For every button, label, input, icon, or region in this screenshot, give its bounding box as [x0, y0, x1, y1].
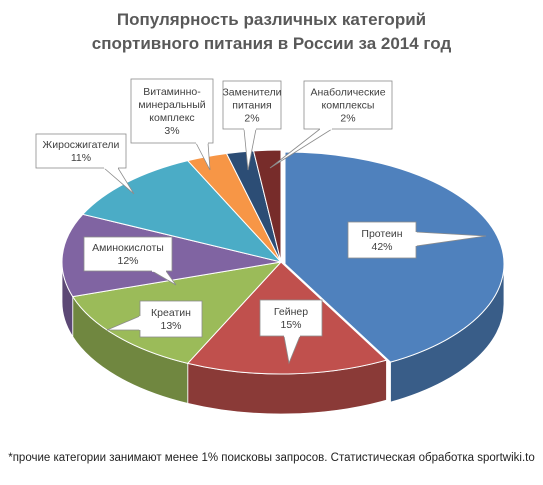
slice-value-label: 15% [280, 319, 301, 331]
slice-value-label: 13% [160, 320, 181, 332]
chart-title-line-2: спортивного питания в России за 2014 год [91, 34, 452, 53]
slice-label: Протеин [361, 228, 402, 240]
slice-label: Креатин [151, 307, 191, 319]
footnote: *прочие категории занимают менее 1% поис… [8, 452, 535, 464]
slice-label: Анаболические [310, 87, 385, 99]
callout-box [222, 80, 282, 130]
slice-value-label: 42% [371, 241, 392, 253]
slice-label: Аминокислоты [92, 242, 164, 254]
slice-label: минеральный [138, 99, 205, 111]
slice-value-label: 3% [164, 125, 179, 137]
slice-label: Жиросжигатели [43, 139, 120, 151]
slice-value-label: 12% [117, 255, 138, 267]
callout-box [35, 133, 127, 169]
slice-label: Заменители [222, 87, 281, 99]
slice-label: Гейнер [274, 306, 308, 318]
slice-value-label: 11% [71, 152, 91, 164]
callout-box [139, 300, 203, 338]
callout-box [303, 80, 393, 130]
slice-label: Витаминно- [143, 86, 201, 98]
callout-box [130, 78, 214, 144]
callout-box [347, 221, 417, 259]
pie-side-layer [61, 261, 505, 415]
callout-box [83, 236, 173, 272]
slice-label: комплексы [322, 100, 375, 112]
chart-title-line-1: Популярность различных категорий [116, 10, 427, 29]
slice-value-label: 2% [340, 113, 355, 125]
pie-slice [252, 149, 282, 263]
slice-label: питания [232, 100, 271, 112]
slice-value-label: 2% [244, 113, 259, 125]
slice-label: комплекс [149, 112, 194, 124]
chart-title: Популярность различных категорий спортив… [0, 8, 543, 56]
